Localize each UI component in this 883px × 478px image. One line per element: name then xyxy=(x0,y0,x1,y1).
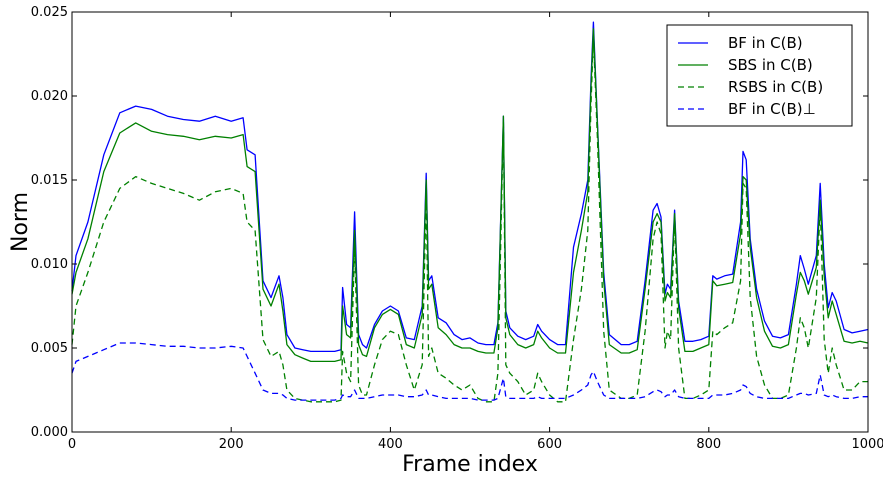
y-tick-label: 0.000 xyxy=(31,425,68,440)
x-tick-label: 200 xyxy=(219,437,244,452)
x-tick-label: 1000 xyxy=(851,437,883,452)
legend-label-2: SBS in C(B) xyxy=(728,56,813,74)
legend: BF in C(B) SBS in C(B) RSBS in C(B) BF in C… xyxy=(666,24,853,127)
series-layer xyxy=(71,21,869,403)
legend-label-3: RSBS in C(B) xyxy=(728,78,823,96)
x-tick-label: 600 xyxy=(537,437,562,452)
series-line-2 xyxy=(71,28,869,363)
y-tick-label: 0.005 xyxy=(31,341,68,356)
x-axis-title: Frame index xyxy=(402,452,538,477)
series-line-4 xyxy=(71,342,868,401)
series-line-1 xyxy=(71,21,869,353)
x-tick-label: 0 xyxy=(68,437,76,452)
y-tick-label: 0.025 xyxy=(31,5,68,20)
y-axis-title: Norm xyxy=(8,192,33,252)
plot-frame xyxy=(71,11,869,433)
legend-label-1: BF in C(B) xyxy=(728,34,803,52)
y-tick-label: 0.015 xyxy=(31,173,68,188)
x-tick-label: 800 xyxy=(696,437,721,452)
y-tick-label: 0.020 xyxy=(31,89,68,104)
legend-box xyxy=(666,24,853,127)
series-line-3 xyxy=(71,36,868,403)
ticks-layer: 0 200 400 600 800 1000 0.000 0.005 0.010 0.015 0.0… xyxy=(31,5,883,452)
x-tick-label: 400 xyxy=(378,437,403,452)
y-tick-label: 0.010 xyxy=(31,257,68,272)
legend-label-4: BF in C(B)⊥ xyxy=(728,100,816,118)
